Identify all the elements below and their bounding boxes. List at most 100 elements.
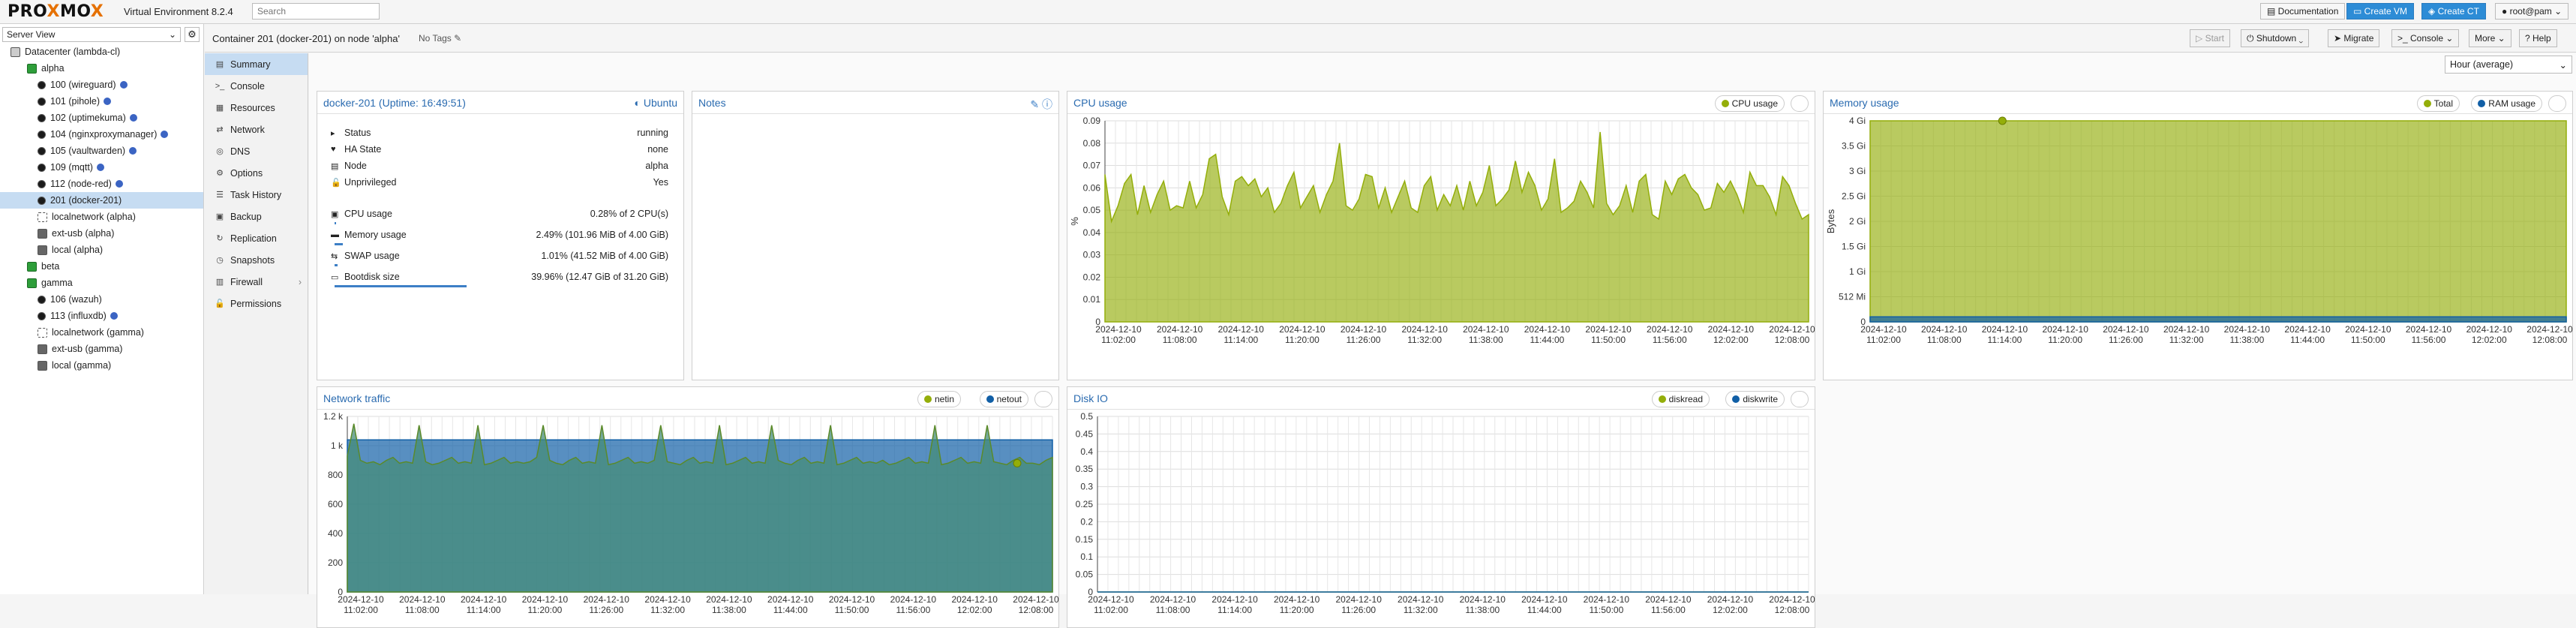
chart-reset-icon[interactable] — [2548, 95, 2566, 112]
tree-item[interactable]: 201 (docker-201) — [0, 192, 203, 209]
x-tick-label: 11:14:00 — [1217, 605, 1252, 615]
tree-item[interactable]: ext-usb (gamma) — [0, 341, 203, 357]
x-tick-label: 12:02:00 — [2472, 335, 2507, 345]
menu-item-replication[interactable]: ↻ Replication — [205, 227, 308, 249]
chevron-right-icon: › — [298, 276, 302, 287]
tree-item-label: 109 (mqtt) — [50, 162, 93, 173]
container-icon — [38, 196, 46, 205]
tree-item[interactable]: localnetwork (alpha) — [0, 209, 203, 225]
container-icon — [38, 179, 46, 188]
more-button[interactable]: More ⌄ — [2469, 29, 2511, 47]
menu-item-label: Backup — [230, 211, 262, 222]
x-tick-date: 2024-12-10 — [2466, 324, 2513, 335]
menu-item-network[interactable]: ⇄ Network — [205, 119, 308, 140]
tree-item-label: alpha — [41, 63, 65, 74]
chart-reset-icon[interactable] — [1034, 391, 1052, 407]
chart-reset-icon[interactable] — [1791, 95, 1809, 112]
x-tick-date: 2024-12-10 — [1860, 324, 1907, 335]
y-tick-label: 0.06 — [1083, 182, 1101, 193]
tree-item[interactable]: localnetwork (gamma) — [0, 324, 203, 341]
summary-icon: ▤ — [215, 60, 224, 69]
y-tick-label: 0.01 — [1083, 294, 1101, 305]
tree-item[interactable]: 101 (pihole) — [0, 93, 203, 110]
menu-item-dns[interactable]: ◎ DNS — [205, 140, 308, 162]
tree-item[interactable]: 106 (wazuh) — [0, 291, 203, 308]
search-input[interactable] — [252, 3, 380, 20]
legend-netout[interactable]: netout — [979, 391, 1028, 407]
x-tick-label: 11:44:00 — [773, 605, 808, 615]
tree-item[interactable]: 100 (wireguard) — [0, 77, 203, 93]
x-tick-date: 2024-12-10 — [2163, 324, 2210, 335]
x-tick-date: 2024-12-10 — [461, 594, 507, 605]
start-button[interactable]: ▷ Start — [2190, 29, 2230, 47]
diskio-chart-header: Disk IO — [1067, 387, 1815, 410]
server-icon: ▤ — [331, 161, 339, 171]
x-tick-label: 12:02:00 — [957, 605, 992, 615]
y-tick-label: 200 — [328, 557, 343, 568]
cpu-chart-title: CPU usage — [1073, 97, 1127, 109]
create-vm-button[interactable]: ▭ Create VM — [2346, 3, 2415, 20]
chevron-down-icon: ⌄ — [2559, 60, 2567, 71]
x-tick-date: 2024-12-10 — [1274, 594, 1320, 605]
menu-item-options[interactable]: ⚙ Options — [205, 162, 308, 184]
legend-netin[interactable]: netin — [917, 391, 961, 407]
tree-item[interactable]: 109 (mqtt) — [0, 159, 203, 176]
menu-item-snapshots[interactable]: ◷ Snapshots — [205, 249, 308, 271]
menu-item-permissions[interactable]: 🔓 Permissions — [205, 293, 308, 314]
chart-reset-icon[interactable] — [1791, 391, 1809, 407]
y-tick-label: 0.4 — [1080, 446, 1093, 457]
x-tick-label: 11:02:00 — [1101, 335, 1136, 345]
documentation-button[interactable]: ▤ Documentation — [2260, 3, 2346, 20]
tags-area[interactable]: No Tags ✎ — [419, 33, 462, 44]
tree-item[interactable]: 112 (node-red) — [0, 176, 203, 192]
menu-item-console[interactable]: >_ Console — [205, 75, 308, 97]
menu-item-label: Permissions — [230, 298, 282, 309]
console-button[interactable]: >_ Console ⌄ — [2391, 29, 2460, 47]
y-tick-label: 0.02 — [1083, 272, 1101, 282]
legend-diskread[interactable]: diskread — [1651, 391, 1710, 407]
tree-item[interactable]: beta — [0, 258, 203, 275]
migrate-button[interactable]: ➤ Migrate — [2328, 29, 2380, 47]
legend-cpu-usage[interactable]: CPU usage — [1714, 95, 1785, 112]
user-menu-button[interactable]: ● root@pam ⌄ — [2495, 3, 2569, 20]
x-tick-label: 11:02:00 — [344, 605, 378, 615]
legend-total[interactable]: Total — [2416, 95, 2460, 112]
tree-item[interactable]: alpha — [0, 60, 203, 77]
container-icon — [38, 311, 46, 320]
power-icon: ⏻ — [2247, 33, 2256, 44]
tree-item[interactable]: local (alpha) — [0, 242, 203, 258]
tree-item[interactable]: 104 (nginxproxymanager) — [0, 126, 203, 143]
permissions-icon: 🔓 — [215, 299, 225, 308]
monitor-icon: ▭ — [2353, 6, 2364, 17]
tree-item-label: 201 (docker-201) — [50, 195, 122, 206]
shutdown-button[interactable]: ⏻ Shutdown ⌄ — [2241, 29, 2310, 47]
legend-diskwrite[interactable]: diskwrite — [1725, 391, 1785, 407]
menu-item-firewall[interactable]: ▥ Firewall › — [205, 271, 308, 293]
x-tick-date: 2024-12-10 — [1088, 594, 1134, 605]
edit-icon[interactable]: ✎ — [1030, 98, 1040, 110]
server-view-select[interactable]: Server View ⌄ — [2, 27, 181, 42]
tree-item[interactable]: local (gamma) — [0, 357, 203, 374]
x-tick-date: 2024-12-10 — [2284, 324, 2331, 335]
tree-item[interactable]: gamma — [0, 275, 203, 291]
menu-item-summary[interactable]: ▤ Summary — [205, 53, 308, 75]
legend-ram-usage[interactable]: RAM usage — [2471, 95, 2542, 112]
tree-item[interactable]: 113 (influxdb) — [0, 308, 203, 324]
tree-item[interactable]: ext-usb (alpha) — [0, 225, 203, 242]
menu-item-backup[interactable]: ▣ Backup — [205, 206, 308, 227]
storage-icon — [38, 228, 47, 239]
tree-item[interactable]: 105 (vaultwarden) — [0, 143, 203, 159]
tree-item[interactable]: Datacenter (lambda-cl) — [0, 44, 203, 60]
create-ct-button[interactable]: ◈ Create CT — [2421, 3, 2486, 20]
timeframe-select[interactable]: Hour (average) ⌄ — [2445, 56, 2572, 74]
menu-item-task-history[interactable]: ☰ Task History — [205, 184, 308, 206]
menu-item-label: Replication — [230, 233, 277, 244]
pencil-icon[interactable]: ✎ — [454, 33, 462, 44]
gear-icon[interactable]: ⚙ — [185, 27, 200, 42]
usage-value: 1.01% (41.52 MiB of 4.00 GiB) — [541, 251, 668, 261]
help-icon[interactable]: ⓘ — [1042, 98, 1052, 110]
disk-io-chart: 0 0.05 0.1 0.15 0.2 0.25 0.3 0.35 0.4 0.45 0.5 2024… — [1076, 411, 1815, 615]
menu-item-resources[interactable]: ▦ Resources — [205, 97, 308, 119]
help-button[interactable]: ? Help — [2519, 29, 2557, 47]
tree-item[interactable]: 102 (uptimekuma) — [0, 110, 203, 126]
